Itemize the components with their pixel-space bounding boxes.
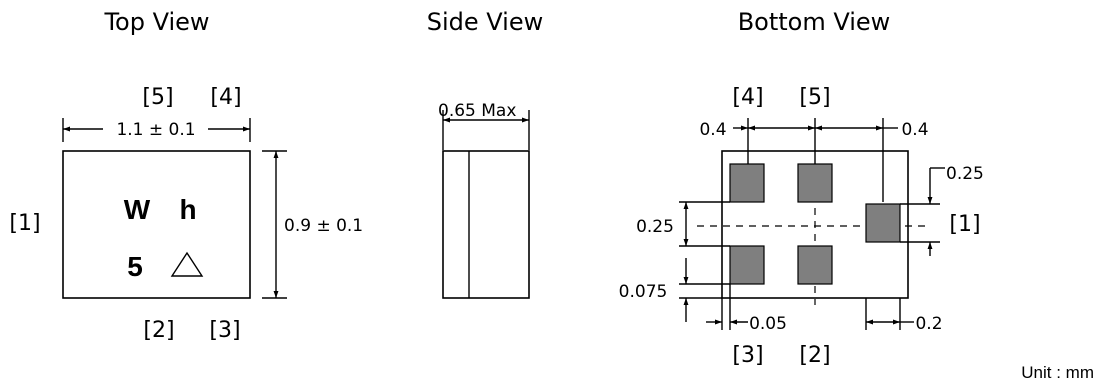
top-view-pin-4-label: [4] <box>210 85 241 110</box>
bottom-view-body <box>721 150 909 299</box>
bottom-dim-right: 0.2 <box>915 314 942 334</box>
top-view-pin-2-label: [2] <box>143 318 174 343</box>
marking-triangle-icon <box>170 251 204 277</box>
side-view-title: Side View <box>427 8 543 36</box>
top-view-pin-3-label: [3] <box>209 318 240 343</box>
bottom-view-pin-3-label: [3] <box>732 343 763 368</box>
bottom-dim-top-left: 0.4 <box>699 120 726 140</box>
marking-char-h: h <box>179 194 196 225</box>
pad-2 <box>797 245 833 285</box>
bottom-view-pin-5-label: [5] <box>799 85 830 110</box>
marking-char-5: 5 <box>127 251 143 282</box>
side-view: Side View 0.65 Max <box>427 8 543 299</box>
unit-label: Unit : mm <box>1021 363 1094 382</box>
top-view-pin-5-label: [5] <box>142 85 173 110</box>
pad-1 <box>865 203 901 243</box>
top-view-pin-1-label: [1] <box>9 211 40 236</box>
pad-5 <box>797 163 833 203</box>
bottom-view-pin-4-label: [4] <box>732 85 763 110</box>
bottom-dim-top-right: 0.4 <box>901 120 928 140</box>
bottom-view-title: Bottom View <box>738 8 891 36</box>
side-height-dimension: 0.65 Max <box>438 101 516 121</box>
top-view-title: Top View <box>103 8 209 36</box>
top-width-dimension: 1.1 ± 0.1 <box>116 120 195 140</box>
pad-4 <box>729 163 765 203</box>
top-height-dimension: 0.9 ± 0.1 <box>284 216 363 236</box>
top-view: Top View [5] [4] 1.1 ± 0.1 W h 5 0.9 ± 0… <box>9 8 363 343</box>
top-view-body <box>62 150 251 299</box>
pad-3 <box>729 245 765 285</box>
marking-char-w: W <box>124 194 151 225</box>
bottom-view: Bottom View [4] [5] 0.4 0.4 0.25 [1] <box>619 8 984 368</box>
bottom-dim-gap: 0.05 <box>749 314 787 334</box>
bottom-view-pin-1-label: [1] <box>949 212 980 237</box>
bottom-dim-left-pitch: 0.25 <box>636 217 674 237</box>
bottom-dim-right-pad: 0.25 <box>946 164 984 184</box>
side-view-body <box>442 150 530 299</box>
bottom-dim-left-edge: 0.075 <box>619 282 668 302</box>
bottom-view-pin-2-label: [2] <box>799 343 830 368</box>
